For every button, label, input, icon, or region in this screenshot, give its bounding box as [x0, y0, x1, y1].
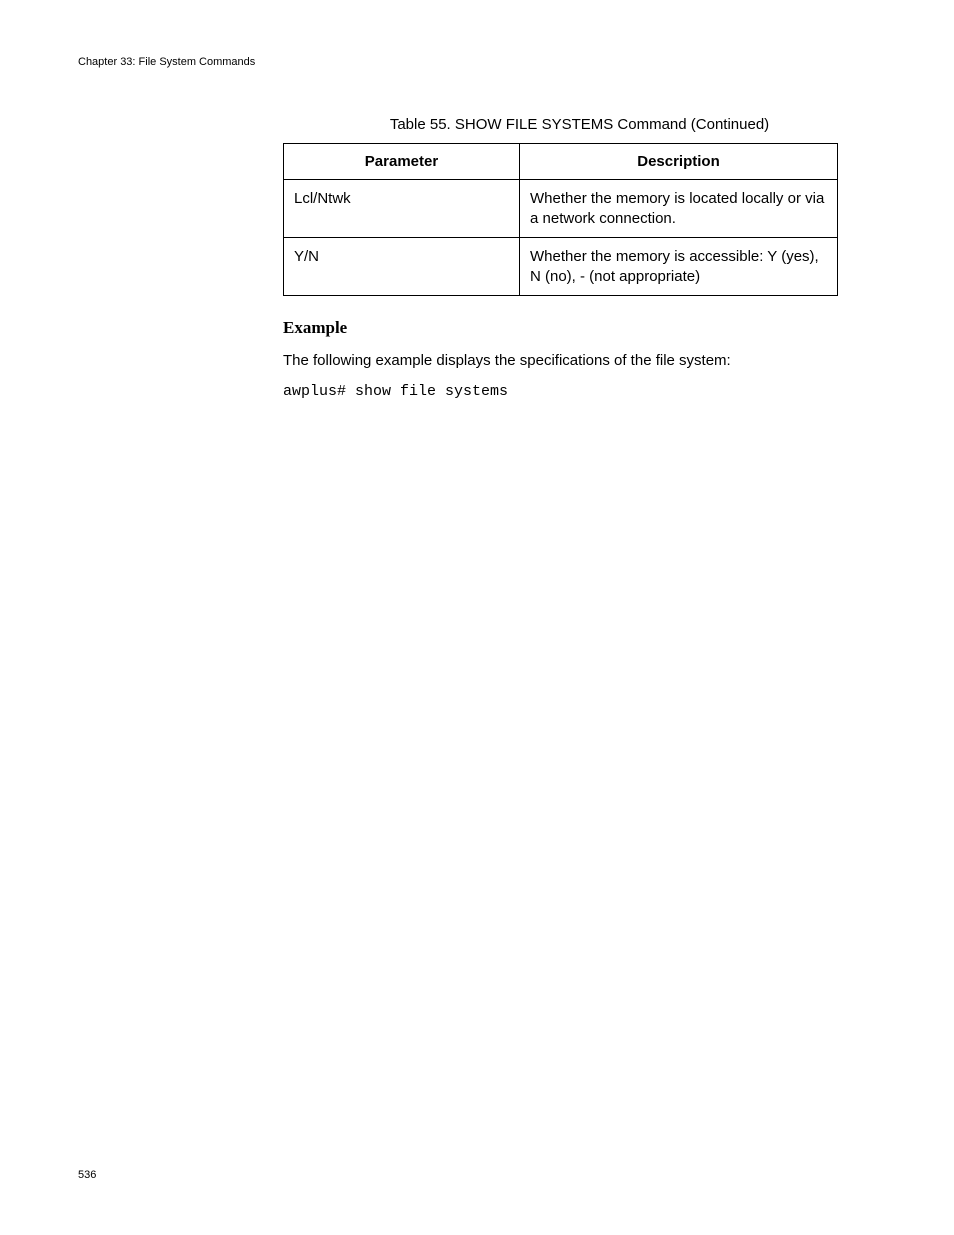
- table-cell-desc: Whether the memory is located locally or…: [520, 180, 838, 238]
- example-command: awplus# show file systems: [283, 383, 876, 400]
- table-header-parameter: Parameter: [284, 144, 520, 180]
- content-block: Table 55. SHOW FILE SYSTEMS Command (Con…: [283, 116, 876, 400]
- table-row: Lcl/Ntwk Whether the memory is located l…: [284, 180, 838, 238]
- table-cell-desc: Whether the memory is accessible: Y (yes…: [520, 238, 838, 296]
- table-cell-param: Y/N: [284, 238, 520, 296]
- example-heading: Example: [283, 318, 876, 338]
- example-intro: The following example displays the speci…: [283, 352, 876, 369]
- parameter-table: Parameter Description Lcl/Ntwk Whether t…: [283, 143, 838, 296]
- table-row: Y/N Whether the memory is accessible: Y …: [284, 238, 838, 296]
- page-number: 536: [78, 1169, 96, 1181]
- chapter-header: Chapter 33: File System Commands: [78, 56, 876, 68]
- table-header-row: Parameter Description: [284, 144, 838, 180]
- table-header-description: Description: [520, 144, 838, 180]
- table-caption: Table 55. SHOW FILE SYSTEMS Command (Con…: [283, 116, 876, 133]
- document-page: Chapter 33: File System Commands Table 5…: [0, 0, 954, 1235]
- table-cell-param: Lcl/Ntwk: [284, 180, 520, 238]
